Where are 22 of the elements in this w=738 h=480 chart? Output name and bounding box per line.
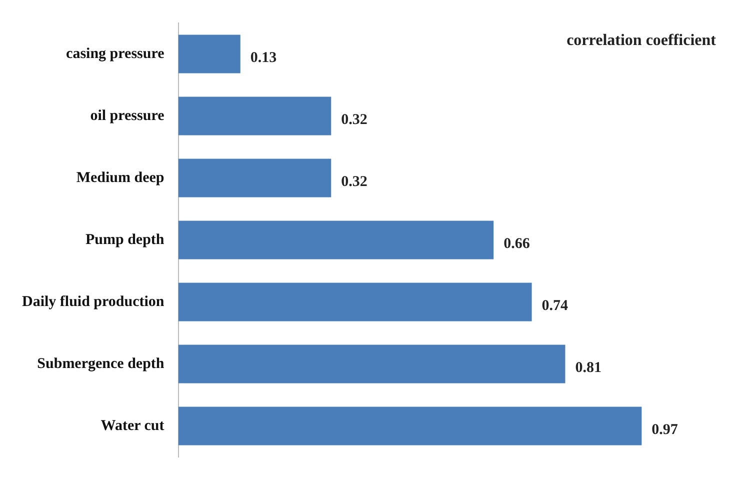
- y-tick-label: Medium deep: [76, 170, 164, 186]
- bar: [178, 406, 642, 446]
- data-label: 0.97: [652, 422, 678, 438]
- bar: [178, 344, 566, 384]
- data-label: 0.74: [542, 298, 569, 314]
- bar: [178, 282, 532, 322]
- y-tick-label: casing pressure: [66, 46, 165, 62]
- data-label: 0.32: [341, 112, 368, 128]
- text: correlation coefficient: [566, 32, 717, 50]
- bar: [178, 220, 494, 260]
- y-tick-label: Daily fluid production: [22, 294, 165, 310]
- y-tick-label: oil pressure: [90, 108, 165, 124]
- data-label: 0.66: [504, 236, 530, 252]
- y-tick-label: Pump depth: [85, 232, 165, 248]
- y-tick-label: Water cut: [100, 418, 164, 434]
- bar: [178, 96, 332, 136]
- bar: [178, 158, 332, 198]
- data-label: 0.32: [341, 174, 368, 190]
- bar: [178, 34, 240, 74]
- data-label: 0.13: [250, 50, 277, 66]
- data-label: 0.81: [575, 360, 602, 376]
- y-tick-label: Submergence depth: [37, 356, 165, 372]
